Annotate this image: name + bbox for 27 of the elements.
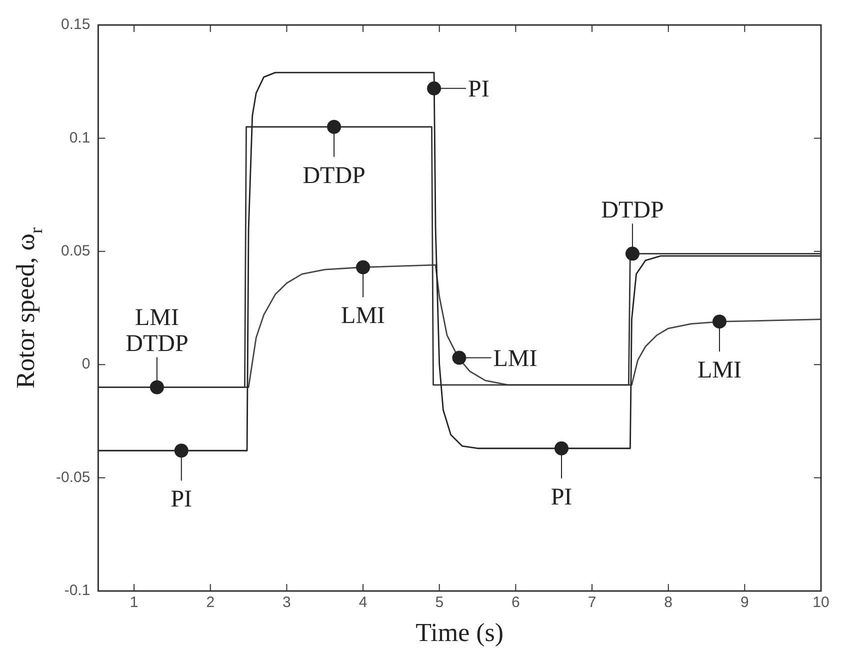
x-tick-label: 6 <box>512 594 520 612</box>
x-tick-label: 2 <box>206 594 215 612</box>
x-tick-label: 1 <box>130 594 138 612</box>
x-axis-title: Time (s) <box>416 618 504 647</box>
annotation: DTDP <box>601 198 664 224</box>
y-axis-title: Rotor speed, ωr <box>11 227 46 389</box>
y-tick-label: 0.15 <box>60 16 90 34</box>
x-tick-label: 5 <box>435 594 444 612</box>
annotation: LMI <box>341 303 386 330</box>
x-tick-label: 8 <box>664 594 673 612</box>
annotation: PI <box>550 484 572 510</box>
annotation: LMI <box>493 346 538 372</box>
y-tick-label: 0.1 <box>69 129 90 146</box>
x-tick-label: 10 <box>812 594 830 612</box>
annotation: LMI <box>697 358 742 384</box>
y-tick-label: -0.05 <box>56 468 90 486</box>
x-tick-label: 4 <box>358 594 368 612</box>
annotation: LMI DTDP <box>126 305 188 358</box>
x-tick-label: 7 <box>588 594 596 612</box>
x-tick-label: 9 <box>740 594 749 612</box>
y-tick-label: 0 <box>82 356 90 373</box>
annotation: PI <box>170 486 192 513</box>
x-tick-label: 3 <box>282 594 291 612</box>
y-tick-label: 0.05 <box>60 242 90 260</box>
annotation: PI <box>468 76 490 102</box>
annotation: DTDP <box>302 162 366 189</box>
y-tick-label: -0.1 <box>64 582 90 600</box>
